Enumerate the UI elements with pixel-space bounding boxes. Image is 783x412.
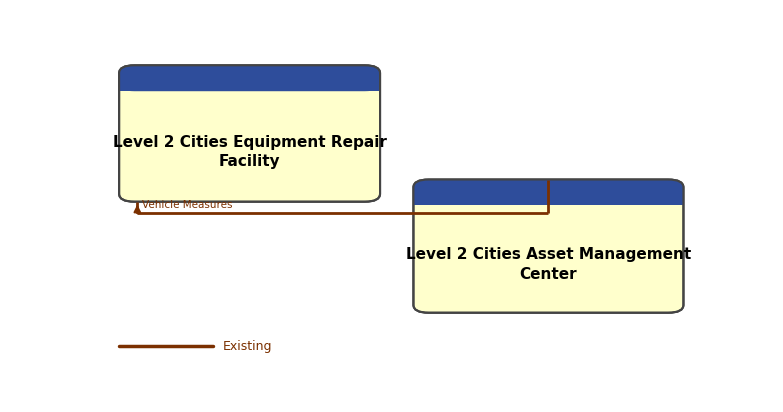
FancyBboxPatch shape <box>119 66 380 202</box>
Text: Level 2 Cities Equipment Repair
Facility: Level 2 Cities Equipment Repair Facility <box>113 135 387 169</box>
Text: Level 2 Cities Asset Management
Center: Level 2 Cities Asset Management Center <box>406 247 691 281</box>
Text: Vehicle Measures: Vehicle Measures <box>143 200 233 210</box>
Bar <box>119 77 380 91</box>
Text: Existing: Existing <box>222 339 272 353</box>
FancyBboxPatch shape <box>413 180 684 205</box>
Bar <box>413 191 684 205</box>
FancyBboxPatch shape <box>413 180 684 313</box>
FancyBboxPatch shape <box>119 66 380 91</box>
